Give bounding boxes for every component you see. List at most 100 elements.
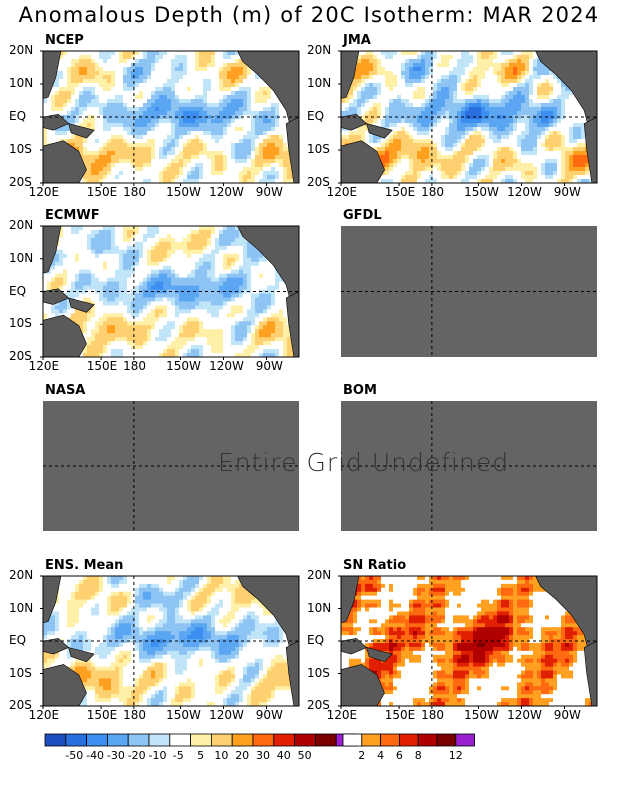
land-new-guinea-7 [366, 647, 393, 663]
legend-anomaly-swatch-3 [107, 733, 129, 747]
panel-title-1: JMA [343, 33, 371, 48]
y-tick-label-6-1: 10N [9, 600, 34, 615]
panel-3 [341, 226, 597, 357]
legend-sn-swatch-4 [417, 733, 438, 747]
x-tick-label-1-4: 120W [507, 185, 542, 199]
y-tick-label-7-2: EQ [307, 633, 325, 647]
legend-anomaly-label-7: 10 [214, 749, 229, 762]
y-tick-label-0-1: 10N [9, 76, 34, 90]
land-new-guinea-2 [68, 297, 95, 313]
legend-anomaly-swatch-6 [169, 733, 192, 747]
y-tick-label-2-2: EQ [9, 283, 27, 298]
x-tick-label-6-0: 120E [28, 708, 60, 722]
x-tick-label-6-2: 180 [123, 708, 146, 722]
heatmap-cells-7 [341, 576, 598, 707]
legend-sn-swatch-5 [436, 733, 457, 747]
legend-anomaly-swatch-0 [44, 733, 67, 747]
legend-anomaly-swatch-12 [294, 733, 316, 747]
legend-anomaly-swatch-2 [86, 733, 108, 747]
legend-anomaly-label-11: 50 [297, 749, 312, 762]
legend-anomaly-label-8: 20 [235, 749, 250, 762]
panel-title-4: NASA [45, 383, 86, 398]
y-tick-label-7-0: 20N [307, 568, 332, 582]
panel-6 [40, 575, 300, 709]
legend-anomaly-swatch-1 [65, 733, 88, 747]
y-tick-label-1-2: EQ [307, 109, 325, 123]
legend-anomaly-label-10: 40 [276, 749, 291, 762]
x-tick-label-2-3: 150W [166, 359, 201, 373]
legend-sn-label-2: 6 [395, 749, 403, 762]
land-new-guinea-1 [366, 123, 393, 139]
x-tick-label-2-1: 150E [86, 359, 118, 373]
x-tick-label-7-1: 150E [384, 708, 416, 722]
legend-anomaly-label-9: 30 [256, 749, 270, 762]
x-tick-label-6-1: 150E [86, 708, 118, 722]
legend-sn-swatch-0 [342, 733, 363, 747]
legend-anomaly-swatch-4 [127, 733, 150, 747]
legend-anomaly-label-0: -50 [65, 749, 84, 762]
legend-anomaly-swatch-10 [252, 733, 275, 747]
x-tick-label-7-2: 180 [421, 708, 444, 722]
panel-5 [341, 401, 597, 531]
panel-title-6: ENS. Mean [45, 558, 124, 573]
panel-0 [40, 50, 300, 186]
x-tick-label-0-0: 120E [28, 185, 60, 199]
x-tick-label-1-3: 150W [464, 185, 499, 199]
y-tick-label-6-2: EQ [9, 633, 27, 647]
y-tick-label-0-4: 20S [9, 175, 32, 189]
panel-7 [338, 575, 598, 709]
legend-anomaly-label-2: -30 [106, 749, 125, 762]
x-tick-label-6-4: 120W [209, 708, 244, 722]
legend-anomaly-swatch-9 [231, 733, 254, 747]
panel-title-0: NCEP [45, 33, 84, 48]
x-tick-label-6-3: 150W [166, 708, 201, 722]
legend-sn-swatch-1 [361, 733, 381, 747]
x-tick-label-0-2: 180 [123, 185, 146, 199]
panel-2 [40, 225, 300, 360]
panel-4 [43, 401, 299, 531]
panel-1 [338, 50, 598, 186]
legend-anomaly-swatch-5 [148, 733, 171, 747]
panel-title-5: BOM [343, 383, 377, 398]
y-tick-label-7-3: 10S [307, 665, 330, 680]
y-tick-label-0-0: 20N [9, 43, 34, 57]
legend-sn-label-3: 8 [414, 749, 422, 762]
x-tick-label-2-5: 90W [255, 359, 283, 373]
x-tick-label-2-2: 180 [123, 359, 146, 373]
legend-anomaly-label-1: -40 [86, 749, 105, 762]
x-tick-label-1-1: 150E [384, 185, 416, 199]
x-tick-label-1-5: 90W [553, 185, 581, 199]
page-title: Anomalous Depth (m) of 20C Isotherm: MAR… [18, 3, 600, 27]
panel-title-2: ECMWF [45, 208, 100, 223]
legend-anomaly-swatch-11 [273, 733, 295, 747]
y-tick-label-6-4: 20S [9, 698, 32, 712]
y-tick-label-2-1: 10N [9, 250, 34, 265]
x-tick-label-1-2: 180 [421, 185, 444, 199]
heatmap-cells-1 [341, 51, 598, 184]
y-tick-label-2-0: 20N [9, 218, 34, 232]
x-tick-label-7-3: 150W [464, 708, 499, 722]
legend-sn [342, 733, 475, 747]
legend-anomaly [44, 733, 358, 747]
undefined-message: Entire Grid Undefined [218, 448, 510, 477]
legend-sn-label-4: 12 [448, 749, 463, 762]
legend-anomaly-swatch-7 [190, 733, 212, 747]
y-tick-label-1-0: 20N [307, 43, 332, 57]
y-tick-label-1-3: 10S [307, 142, 330, 156]
x-tick-label-2-4: 120W [209, 359, 244, 373]
legend-sn-swatch-2 [380, 733, 400, 747]
x-tick-label-7-0: 120E [326, 708, 358, 722]
x-tick-label-1-0: 120E [326, 185, 358, 199]
panel-title-7: SN Ratio [343, 558, 407, 573]
x-tick-label-0-5: 90W [255, 185, 283, 199]
x-tick-label-0-1: 150E [86, 185, 118, 199]
y-tick-label-0-2: EQ [9, 109, 27, 123]
y-tick-label-2-3: 10S [9, 316, 32, 331]
y-tick-label-0-3: 10S [9, 142, 32, 156]
legend-anomaly-label-4: -10 [148, 749, 167, 762]
land-new-guinea-0 [68, 123, 95, 139]
y-tick-label-1-1: 10N [307, 76, 332, 90]
y-tick-label-7-1: 10N [307, 600, 332, 615]
x-tick-label-0-3: 150W [166, 185, 201, 199]
